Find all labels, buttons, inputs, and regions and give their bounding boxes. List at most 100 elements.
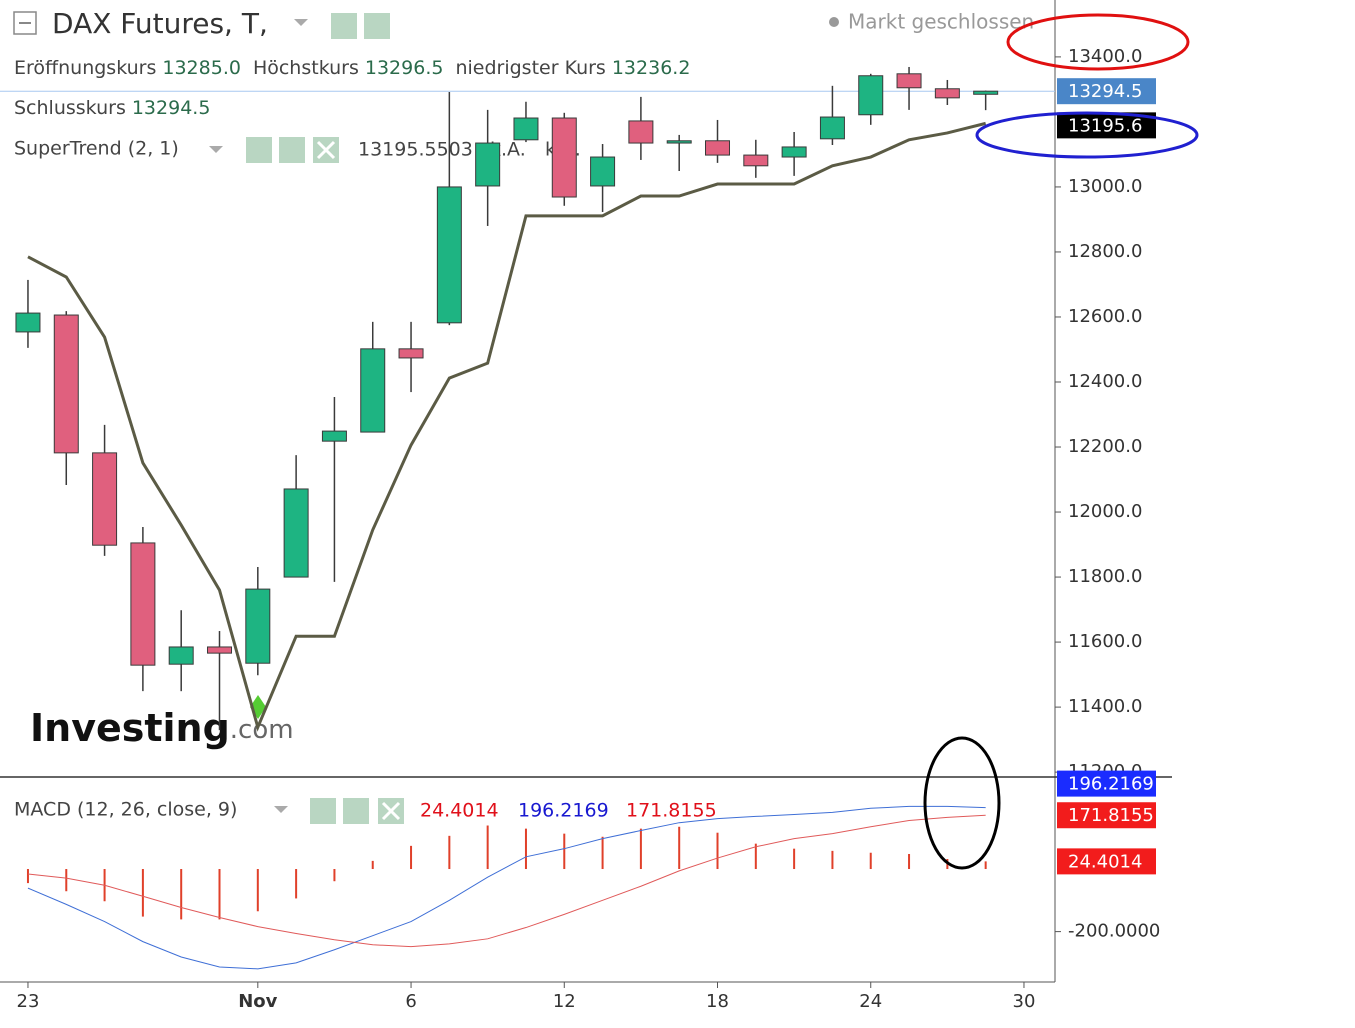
supertrend-line xyxy=(27,121,987,732)
dropdown-arrow[interactable] xyxy=(294,19,308,26)
axis-tag-box xyxy=(1057,770,1156,797)
plot: 11200.011400.011600.011800.012000.012200… xyxy=(0,46,1160,1012)
quote-value: 13296.5 xyxy=(365,57,444,79)
indicator-value: 13195.5503 xyxy=(358,139,473,161)
y-tick-label: 12000.0 xyxy=(1068,501,1142,522)
histogram-bar xyxy=(793,848,796,870)
annotation-ellipse xyxy=(1006,13,1190,71)
settings-icon[interactable] xyxy=(279,137,305,163)
axis-tag: 196.2169 xyxy=(1068,774,1154,795)
macd-name: MACD (12, 26, close, 9) xyxy=(14,799,237,821)
candle-body xyxy=(92,452,118,546)
candle-body xyxy=(168,646,194,665)
candle-body xyxy=(666,140,692,144)
settings-icon[interactable] xyxy=(343,798,369,824)
candle-body xyxy=(398,348,424,359)
watermark: Investing.com xyxy=(30,706,294,750)
candle-body xyxy=(781,146,807,158)
candle-body xyxy=(321,430,347,442)
histogram-bar xyxy=(639,828,642,870)
candle-body xyxy=(628,120,654,144)
candle-body xyxy=(934,88,960,99)
indicator-name: SuperTrend (2, 1) xyxy=(14,138,179,160)
candle-body xyxy=(705,140,731,156)
histogram-bar xyxy=(333,869,336,882)
remove-icon-x xyxy=(381,801,401,821)
x-tick-label: 18 xyxy=(706,991,729,1012)
visibility-icon[interactable] xyxy=(331,13,357,39)
histogram-bar xyxy=(141,869,144,917)
candle-body xyxy=(513,117,539,141)
candle-body xyxy=(130,542,156,666)
histogram-bar xyxy=(26,869,29,884)
collapse-icon[interactable] xyxy=(13,11,37,35)
chart-title: DAX Futures, T, xyxy=(52,7,268,40)
x-tick-label: 12 xyxy=(553,991,576,1012)
histogram-bar xyxy=(218,869,221,920)
histogram-bar xyxy=(256,869,259,912)
visibility-icon[interactable] xyxy=(246,137,272,163)
histogram-bar xyxy=(716,832,719,870)
settings-icon[interactable] xyxy=(364,13,390,39)
axis-tag: 24.4014 xyxy=(1068,851,1142,872)
axis-tag-box xyxy=(1057,78,1156,105)
histogram-bar xyxy=(984,861,987,870)
candle-body xyxy=(973,90,999,95)
x-tick-label: 23 xyxy=(17,991,40,1012)
candle-body xyxy=(207,646,233,654)
y-tick-label: -200.0000 xyxy=(1068,921,1160,942)
quote-value: 13285.0 xyxy=(162,57,241,79)
x-tick-label: 24 xyxy=(859,991,882,1012)
status-dot xyxy=(829,17,839,27)
y-tick-label: 12600.0 xyxy=(1068,306,1142,327)
watermark-main: Investing xyxy=(30,706,230,750)
quote-row: Eröffnungskurs 13285.0 Höchstkurs 13296.5 ni… xyxy=(14,57,690,79)
macd-line xyxy=(27,805,986,970)
macd-readout: 196.2169 xyxy=(518,800,609,822)
y-tick-label: 13000.0 xyxy=(1068,176,1142,197)
histogram-bar xyxy=(180,869,183,920)
histogram-bar xyxy=(448,835,451,870)
candle-body xyxy=(896,73,922,89)
x-tick-label: 30 xyxy=(1013,991,1036,1012)
signal-line xyxy=(27,814,986,948)
histogram-bar xyxy=(908,853,911,870)
candle-body xyxy=(436,186,462,324)
candle-body xyxy=(53,314,79,454)
candle-body xyxy=(15,312,41,333)
histogram-bar xyxy=(869,852,872,870)
quote-label: Schlusskurs xyxy=(14,97,126,119)
quote-label: Eröffnungskurs xyxy=(14,57,156,79)
histogram-bar xyxy=(295,869,298,899)
y-tick-label: 12400.0 xyxy=(1068,371,1142,392)
axis-tag: 13294.5 xyxy=(1068,81,1142,102)
axis-tag-box xyxy=(1057,802,1156,829)
histogram-bar xyxy=(65,869,68,892)
quote-row: Schlusskurs 13294.5 xyxy=(14,97,210,119)
candle-body xyxy=(551,117,577,198)
histogram-bar xyxy=(601,836,604,870)
quote-value: 13236.2 xyxy=(612,57,691,79)
dropdown-arrow[interactable] xyxy=(274,806,288,813)
candle-body xyxy=(743,154,769,167)
histogram-bar xyxy=(831,850,834,870)
annotation-ellipse xyxy=(975,111,1199,159)
macd-readout: 24.4014 xyxy=(420,800,499,822)
quote-label: Höchstkurs xyxy=(253,57,359,79)
histogram-bar xyxy=(371,860,374,870)
y-tick-label: 13400.0 xyxy=(1068,46,1142,67)
candle-body xyxy=(819,116,845,140)
axis-tag-box xyxy=(1057,848,1156,875)
annotation-ellipse xyxy=(923,736,1001,870)
x-tick-label: Nov xyxy=(238,991,277,1012)
candle-body xyxy=(858,75,884,116)
candle-body xyxy=(475,142,501,187)
macd-readout: 171.8155 xyxy=(626,800,717,822)
visibility-icon[interactable] xyxy=(310,798,336,824)
y-tick-label: 12800.0 xyxy=(1068,241,1142,262)
remove-icon-x xyxy=(316,140,336,160)
dropdown-arrow[interactable] xyxy=(209,146,223,153)
candle-body xyxy=(590,156,616,187)
